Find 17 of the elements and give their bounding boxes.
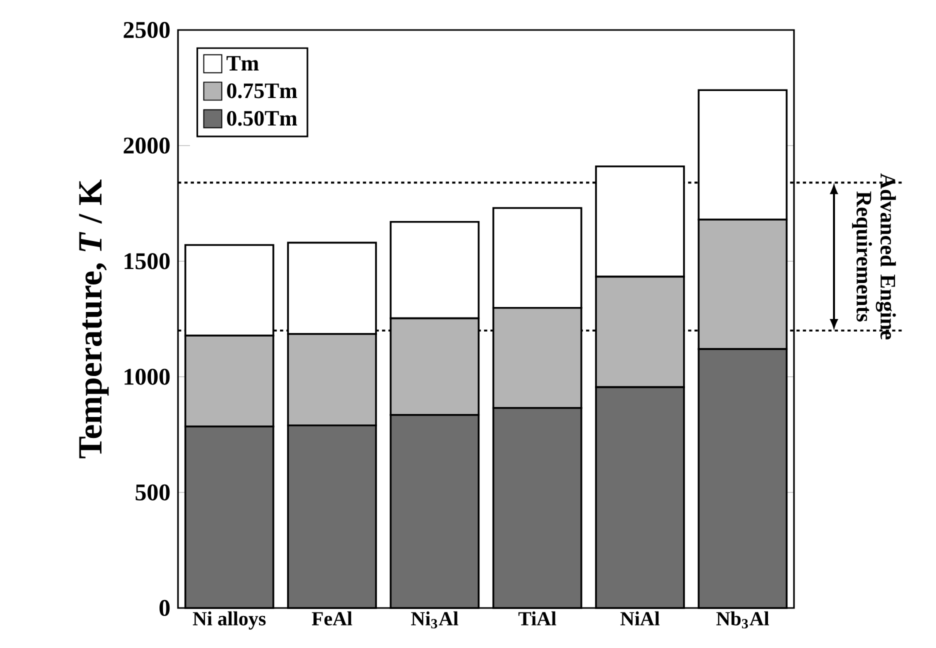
y-tick-label: 1500 bbox=[124, 253, 170, 270]
text: Advanced Engine Requirements bbox=[852, 173, 896, 340]
x-tick-label: Ni alloys bbox=[192, 611, 266, 630]
y-axis-title: Temperature, T / K bbox=[79, 179, 109, 458]
legend-label: 0.50Tm bbox=[227, 110, 298, 126]
x-tick-label: FeAl bbox=[312, 611, 352, 626]
x-tick-label: TiAl bbox=[518, 611, 556, 626]
y-tick-label: 1000 bbox=[124, 368, 170, 385]
x-tick-label: Ni$_{3}$Al bbox=[411, 611, 458, 628]
x-tick-label: NiAl bbox=[620, 611, 660, 626]
x-tick-label: Nb$_{3}$Al bbox=[716, 611, 769, 628]
y-tick-label: 0 bbox=[160, 600, 170, 616]
y-tick-label: 2500 bbox=[124, 22, 170, 38]
y-tick-label: 500 bbox=[136, 484, 170, 500]
legend-label: 0.75Tm bbox=[227, 83, 298, 98]
y-tick-label: 2000 bbox=[124, 138, 170, 154]
legend-label: Tm bbox=[226, 56, 259, 70]
